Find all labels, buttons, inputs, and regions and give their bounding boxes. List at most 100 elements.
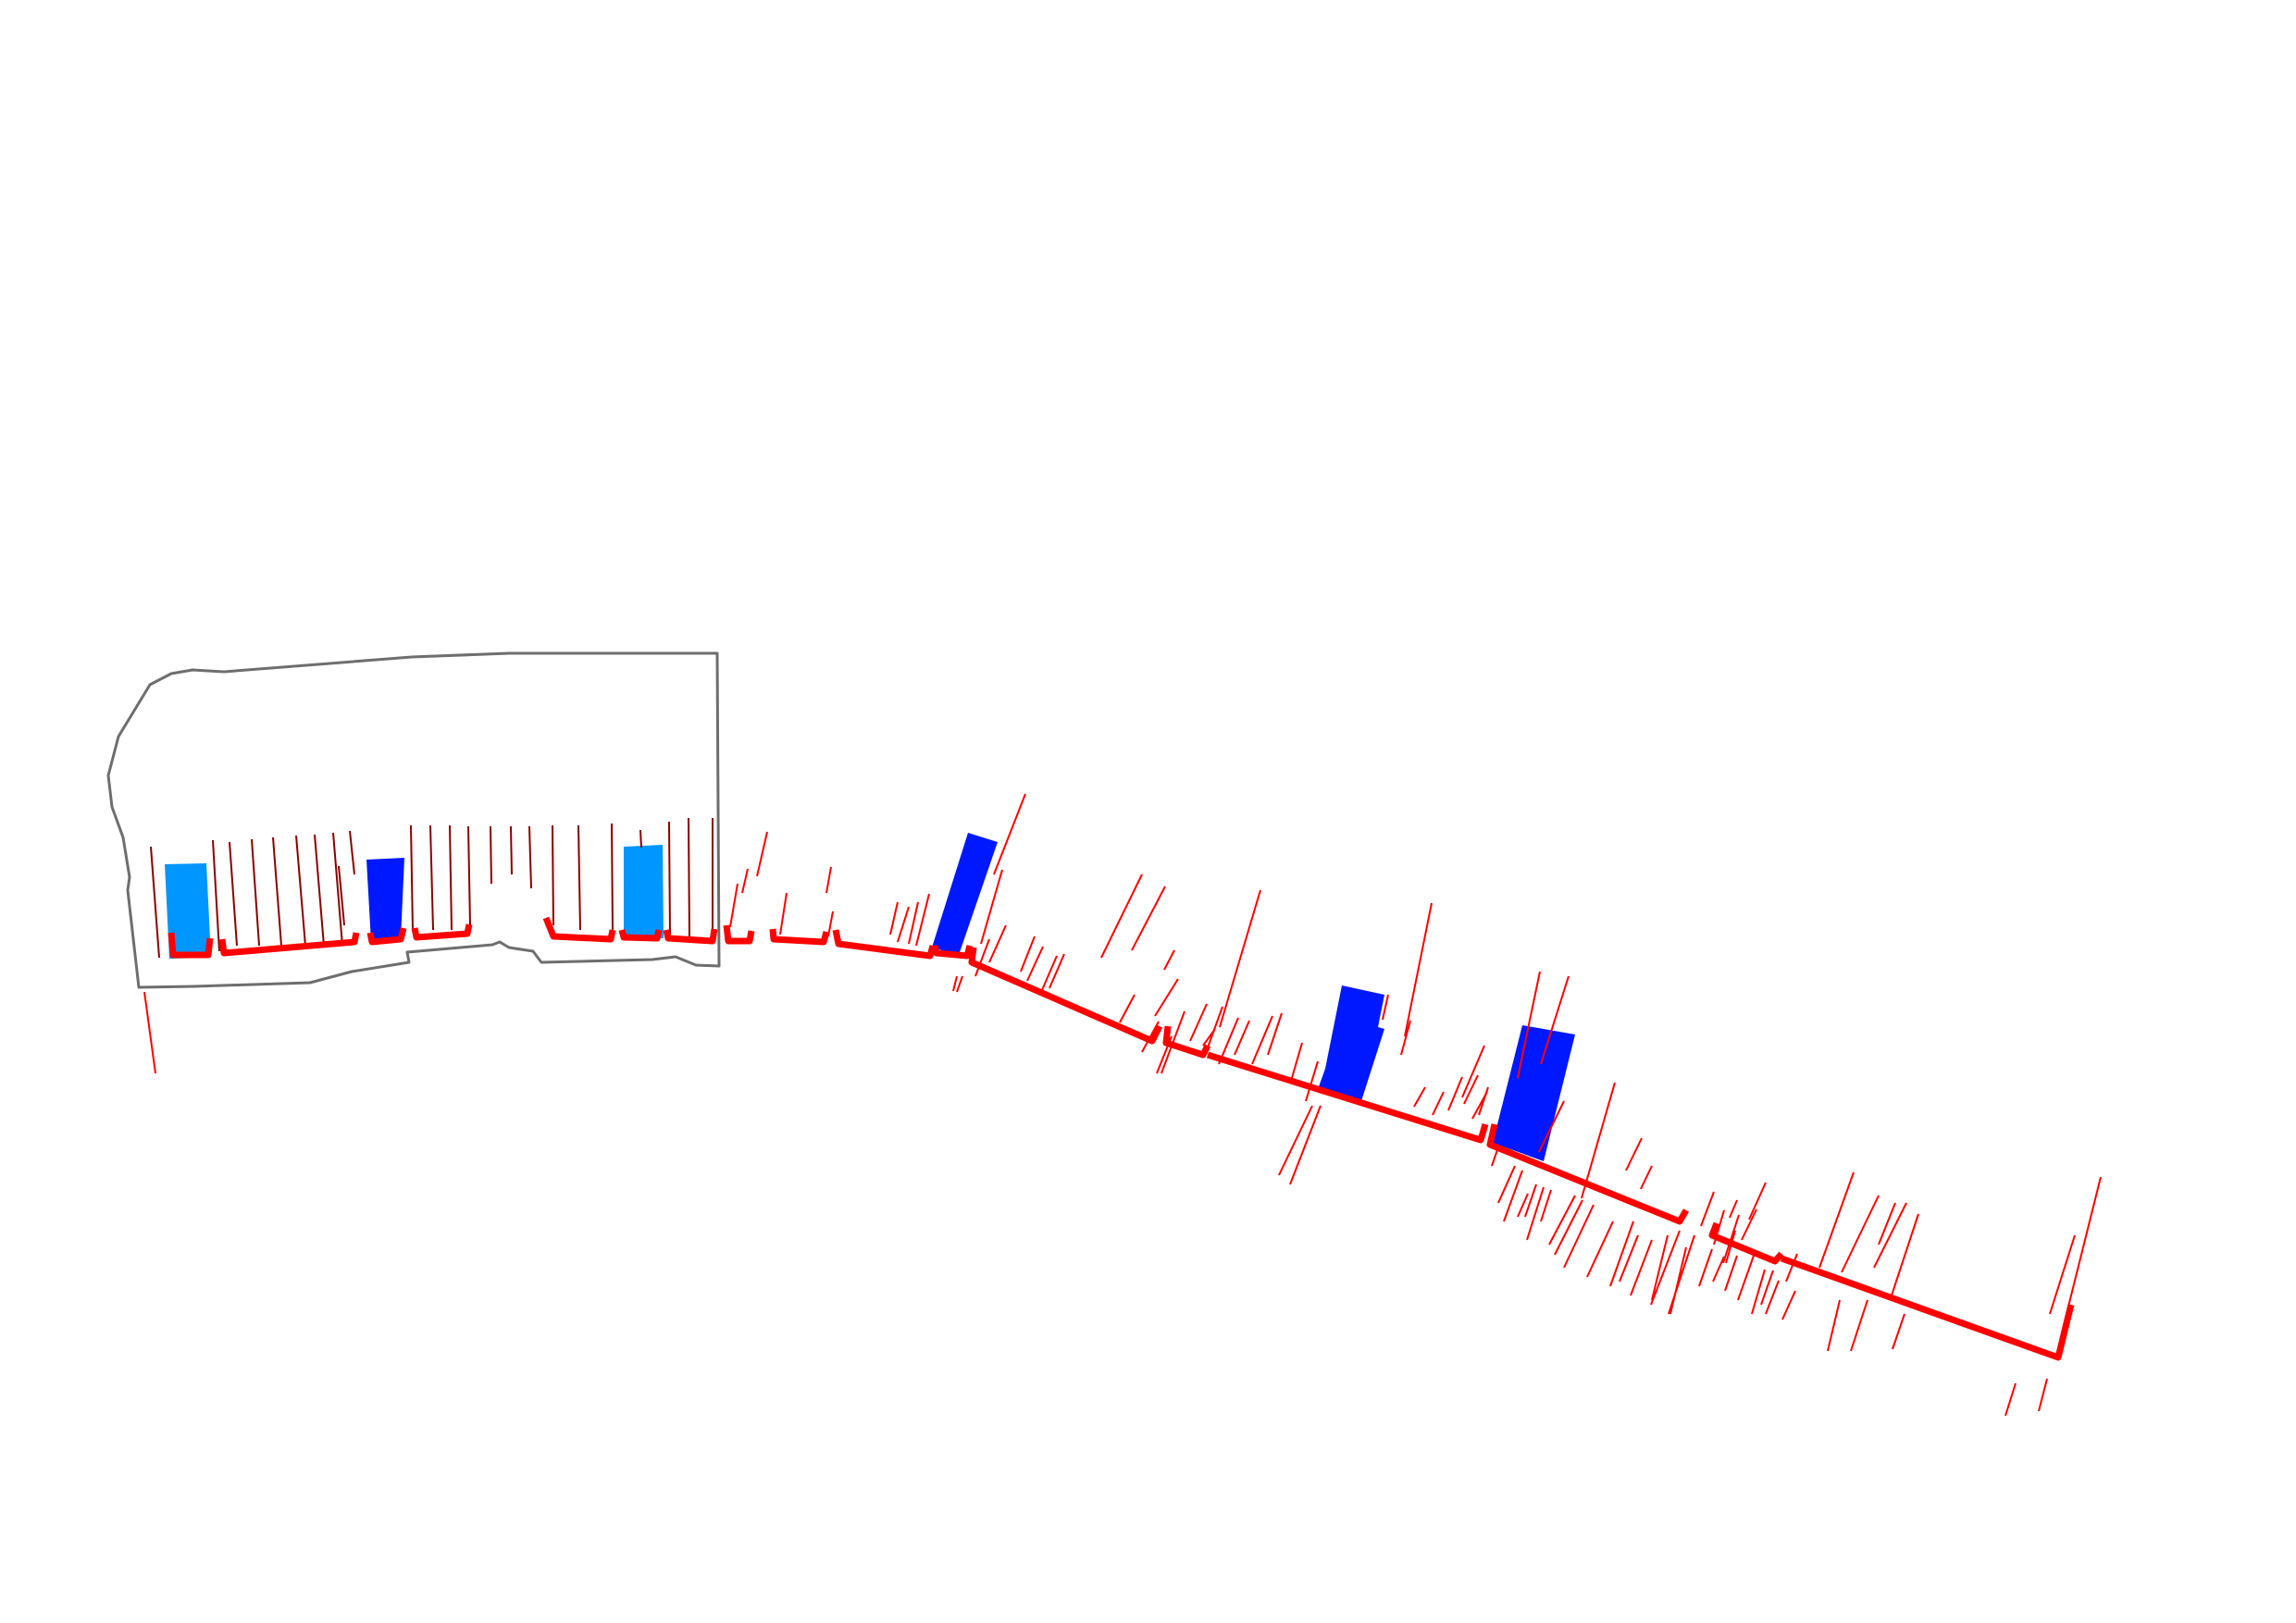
main-line-segment-7 bbox=[663, 928, 718, 945]
tick-bright-13 bbox=[956, 975, 963, 993]
tick-bright-54 bbox=[1538, 1100, 1565, 1153]
ticks-bright-layer bbox=[143, 793, 2102, 1417]
tick-bright-12 bbox=[952, 975, 958, 992]
tick-bright-29 bbox=[1219, 889, 1261, 1028]
tick-bright-78 bbox=[1725, 1230, 1736, 1264]
main-line-segment-3 bbox=[366, 927, 407, 946]
main-line-segment-2 bbox=[218, 932, 360, 957]
tick-dark-3 bbox=[229, 841, 238, 947]
tick-dark-18 bbox=[552, 824, 554, 926]
tick-bright-42 bbox=[1382, 994, 1389, 1021]
main-line-segment-10 bbox=[832, 929, 937, 960]
tick-bright-87 bbox=[1785, 1253, 1798, 1282]
tick-bright-93 bbox=[1841, 1195, 1880, 1273]
tick-bright-64 bbox=[1563, 1204, 1595, 1269]
parcel-outline bbox=[106, 651, 721, 989]
tick-bright-15 bbox=[980, 869, 1003, 945]
tick-dark-14 bbox=[467, 825, 471, 926]
tick-bright-49 bbox=[1478, 1086, 1489, 1116]
building-block-5 bbox=[1317, 985, 1384, 1104]
tick-bright-70 bbox=[1619, 1234, 1639, 1282]
tick-bright-58 bbox=[1517, 1193, 1529, 1218]
tick-bright-103 bbox=[2038, 1378, 2048, 1412]
tick-bright-10 bbox=[908, 901, 919, 945]
tick-bright-100 bbox=[2049, 1234, 2076, 1315]
main-line-segment-15 bbox=[1486, 1123, 1690, 1225]
tick-bright-45 bbox=[1413, 1086, 1426, 1108]
tick-bright-37 bbox=[1267, 1012, 1283, 1056]
tick-bright-18 bbox=[1020, 935, 1036, 973]
tick-bright-69 bbox=[1609, 1220, 1634, 1287]
tick-bright-25 bbox=[1154, 978, 1179, 1017]
tick-bright-20 bbox=[1041, 955, 1058, 991]
tick-dark-16 bbox=[510, 825, 513, 875]
tick-bright-97 bbox=[1827, 1299, 1841, 1352]
tick-bright-39 bbox=[1305, 1060, 1319, 1102]
tick-bright-96 bbox=[1891, 1213, 1919, 1296]
tick-bright-56 bbox=[1497, 1165, 1516, 1204]
main-line-segment-8 bbox=[723, 924, 755, 945]
tick-bright-8 bbox=[889, 901, 899, 935]
tick-bright-71 bbox=[1630, 1239, 1653, 1296]
tick-bright-40 bbox=[1278, 1105, 1313, 1176]
tick-bright-60 bbox=[1526, 1186, 1545, 1241]
tick-bright-67 bbox=[1640, 1165, 1653, 1190]
tick-bright-17 bbox=[988, 924, 1007, 963]
tick-bright-73 bbox=[1650, 1230, 1681, 1306]
tick-bright-89 bbox=[1748, 1182, 1767, 1220]
tick-dark-11 bbox=[410, 824, 414, 931]
tick-bright-7 bbox=[827, 911, 834, 937]
tick-dark-20 bbox=[611, 823, 614, 931]
tick-dark-10 bbox=[338, 865, 345, 926]
main-line-segment-13 bbox=[1162, 1025, 1211, 1059]
tick-bright-36 bbox=[1251, 1015, 1273, 1065]
tick-bright-57 bbox=[1503, 1170, 1523, 1222]
tick-bright-50 bbox=[1461, 1045, 1485, 1098]
tick-bright-11 bbox=[915, 893, 930, 947]
tick-dark-4 bbox=[251, 838, 260, 947]
main-line-segment-12 bbox=[968, 947, 1163, 1045]
main-line-segment-4 bbox=[411, 923, 473, 941]
tick-bright-99 bbox=[1892, 1313, 1905, 1350]
tick-bright-2 bbox=[729, 883, 738, 928]
main-line-segment-9 bbox=[769, 928, 830, 946]
tick-bright-14 bbox=[993, 793, 1026, 875]
tick-dark-2 bbox=[212, 839, 220, 952]
tick-bright-94 bbox=[1878, 1202, 1896, 1245]
tick-bright-84 bbox=[1751, 1269, 1766, 1315]
tick-bright-43 bbox=[1400, 1020, 1411, 1056]
tick-bright-76 bbox=[1700, 1191, 1715, 1227]
tick-bright-30 bbox=[1119, 994, 1136, 1023]
tick-bright-72 bbox=[1651, 1234, 1669, 1301]
tick-bright-63 bbox=[1554, 1199, 1583, 1256]
tick-dark-5 bbox=[272, 836, 282, 947]
tick-bright-66 bbox=[1625, 1137, 1643, 1171]
tick-bright-88 bbox=[1781, 1290, 1796, 1320]
main-line-segment-6 bbox=[618, 929, 663, 942]
tick-bright-91 bbox=[1729, 1199, 1738, 1219]
building-block-2 bbox=[366, 858, 404, 942]
tick-bright-85 bbox=[1760, 1270, 1774, 1306]
tick-dark-15 bbox=[490, 825, 492, 885]
tick-bright-4 bbox=[756, 831, 768, 877]
tick-bright-59 bbox=[1524, 1183, 1537, 1218]
tick-bright-86 bbox=[1765, 1280, 1780, 1315]
tick-bright-95 bbox=[1873, 1202, 1907, 1269]
main-line-segment-16 bbox=[1708, 1221, 1784, 1265]
tick-dark-22 bbox=[668, 821, 671, 935]
tick-bright-81 bbox=[1712, 1256, 1725, 1282]
tick-dark-7 bbox=[314, 834, 325, 947]
tick-bright-90 bbox=[1741, 1208, 1757, 1241]
building-block-3 bbox=[624, 845, 664, 938]
tick-bright-35 bbox=[1234, 1020, 1250, 1056]
main-line-segment-1 bbox=[168, 932, 214, 959]
tick-dark-13 bbox=[449, 824, 453, 931]
tick-bright-31 bbox=[1189, 1003, 1208, 1042]
tick-bright-46 bbox=[1432, 1091, 1445, 1116]
tick-bright-48 bbox=[1463, 1074, 1479, 1105]
main-line-segment-17 bbox=[1780, 1255, 2075, 1361]
tick-bright-19 bbox=[1026, 946, 1044, 982]
tick-dark-17 bbox=[528, 825, 532, 889]
tick-bright-6 bbox=[825, 866, 832, 894]
